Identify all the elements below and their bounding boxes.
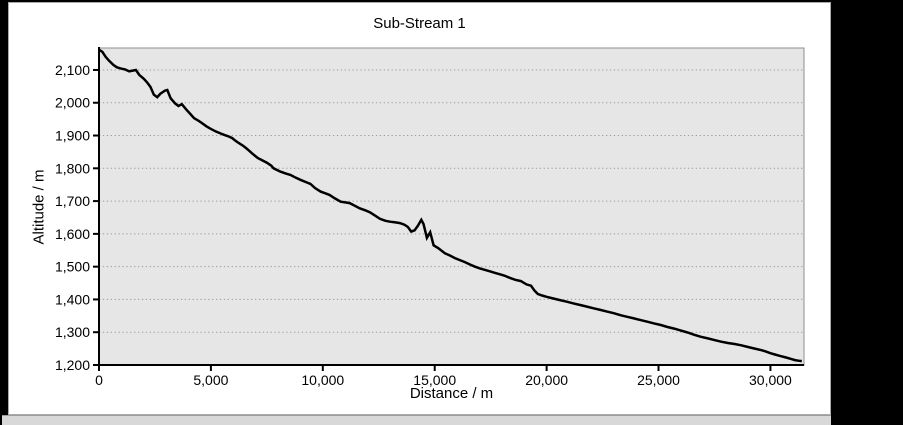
- svg-text:1,800: 1,800: [55, 160, 90, 176]
- svg-text:2,000: 2,000: [55, 95, 90, 111]
- svg-text:1,400: 1,400: [55, 291, 90, 307]
- svg-text:25,000: 25,000: [637, 372, 680, 388]
- y-axis-label: Altitude / m: [30, 169, 48, 245]
- svg-text:1,600: 1,600: [55, 226, 90, 242]
- window-bottom-strip: [2, 415, 831, 425]
- svg-text:0: 0: [95, 372, 103, 388]
- svg-text:1,700: 1,700: [55, 193, 90, 209]
- line-chart: 1,200 1,300 1,400 1,500 1,600 1,700 1,800 1,900…: [55, 47, 805, 388]
- x-axis-label: Distance / m: [409, 385, 494, 402]
- chart-window-panel: Sub-Stream 1 1,200 1,300 1,400 1,500 1,600 1,…: [8, 2, 831, 415]
- svg-text:5,000: 5,000: [193, 372, 228, 388]
- svg-text:15,000: 15,000: [413, 372, 456, 388]
- chart-title: Sub-Stream 1: [373, 15, 466, 32]
- svg-text:2,100: 2,100: [55, 62, 90, 78]
- svg-text:1,200: 1,200: [55, 357, 90, 373]
- svg-text:1,900: 1,900: [55, 128, 90, 144]
- svg-text:20,000: 20,000: [525, 372, 568, 388]
- svg-text:10,000: 10,000: [301, 372, 344, 388]
- svg-text:1,300: 1,300: [55, 324, 90, 340]
- svg-text:30,000: 30,000: [749, 372, 792, 388]
- svg-text:1,500: 1,500: [55, 259, 90, 275]
